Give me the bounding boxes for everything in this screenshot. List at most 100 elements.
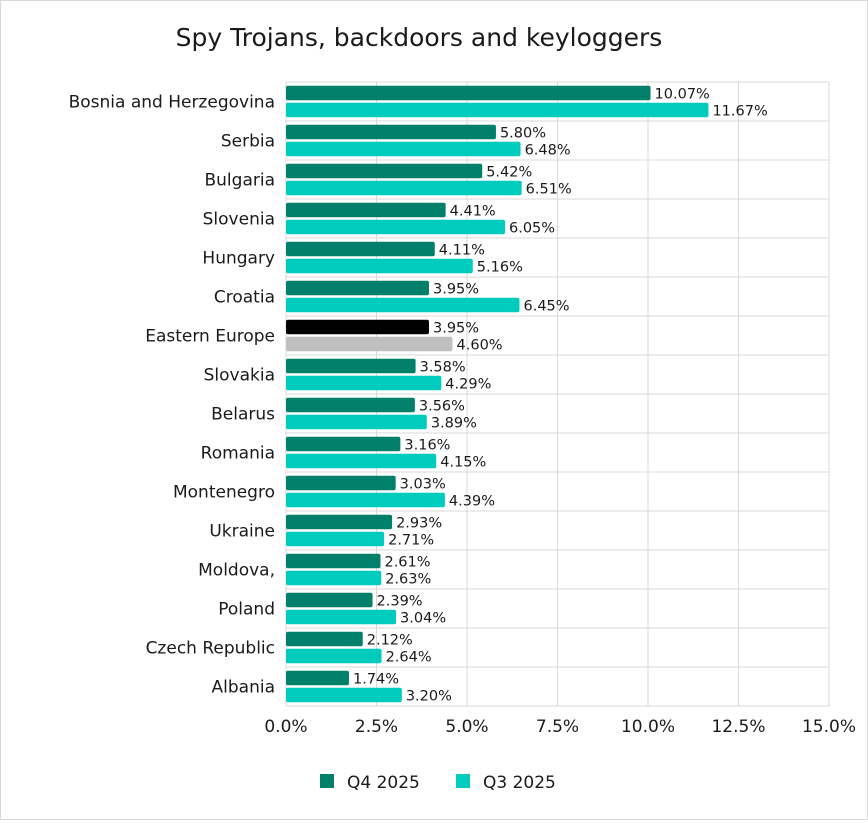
x-tick-label: 0.0%: [264, 717, 307, 737]
category-label: Poland: [218, 600, 275, 620]
category-label: Albania: [212, 678, 275, 698]
bar-q4: [286, 436, 401, 452]
category-label: Belarus: [211, 405, 275, 425]
category-label: Slovakia: [204, 366, 275, 386]
data-label: 3.16%: [404, 437, 450, 453]
data-label: 2.39%: [377, 593, 423, 609]
data-label: 4.11%: [439, 242, 485, 258]
bar-q3: [286, 141, 521, 157]
bar-q3: [286, 375, 442, 391]
category-label: Croatia: [214, 288, 275, 308]
legend-swatch-q3: [456, 774, 470, 788]
data-label: 2.12%: [367, 632, 413, 648]
legend: Q4 2025 Q3 2025: [320, 773, 556, 793]
bar-q3: [286, 219, 506, 235]
data-label: 5.42%: [486, 164, 532, 180]
data-label: 3.95%: [433, 281, 479, 297]
bar-q4: [286, 124, 496, 140]
bar-q4: [286, 241, 435, 257]
legend-label: Q3 2025: [483, 773, 556, 793]
value-labels: 10.07%11.67% 5.80%6.48% 5.42%6.51% 4.41% 6.0…: [353, 86, 768, 704]
category-label: Ukraine: [209, 522, 275, 542]
data-label: 2.63%: [385, 571, 431, 587]
data-label: 3.56%: [419, 398, 465, 414]
data-label: 4.60%: [457, 337, 503, 353]
bar-q3: [286, 297, 520, 313]
data-label: 6.45%: [523, 298, 569, 314]
data-label: 6.48%: [525, 142, 571, 158]
bar-q4: [286, 553, 381, 569]
category-label: Bulgaria: [205, 171, 276, 191]
category-label: Czech Republic: [146, 639, 275, 659]
data-label: 3.20%: [406, 688, 452, 704]
x-tick-label: 12.5%: [711, 717, 765, 737]
bar-q4: [286, 592, 373, 608]
data-label: 2.61%: [384, 554, 430, 570]
x-tick-label: 15.0%: [802, 717, 856, 737]
category-labels: Bosnia and Herzegovina Serbia Bulgaria Slov…: [69, 93, 276, 698]
category-label: Moldova,: [198, 561, 275, 581]
chart-title: Spy Trojans, backdoors and keyloggers: [176, 23, 663, 52]
bar-q3: [286, 336, 453, 352]
data-label: 2.93%: [396, 515, 442, 531]
legend-label: Q4 2025: [347, 773, 420, 793]
bar-q3: [286, 687, 402, 703]
bar-q3: [286, 531, 385, 547]
bar-q4: [286, 475, 396, 491]
data-label: 3.04%: [400, 610, 446, 626]
data-label: 2.64%: [386, 649, 432, 665]
bar-q3: [286, 492, 445, 508]
bar-q4: [286, 280, 429, 296]
category-label: Slovenia: [203, 210, 275, 230]
data-label: 3.89%: [431, 415, 477, 431]
bar-q4: [286, 163, 483, 179]
category-label: Montenegro: [173, 483, 275, 503]
data-label: 5.80%: [500, 125, 546, 141]
bar-q4: [286, 514, 393, 530]
category-label: Romania: [201, 444, 275, 464]
data-label: 4.39%: [449, 493, 495, 509]
data-label: 3.95%: [433, 320, 479, 336]
bar-q4: [286, 358, 416, 374]
x-tick-label: 7.5%: [536, 717, 579, 737]
data-label: 4.15%: [440, 454, 486, 470]
data-label: 5.16%: [477, 259, 523, 275]
bars: [286, 85, 709, 703]
gridlines: [285, 81, 830, 707]
category-label: Bosnia and Herzegovina: [69, 93, 275, 113]
x-tick-label: 2.5%: [355, 717, 398, 737]
data-label: 4.29%: [445, 376, 491, 392]
data-label: 4.41%: [450, 203, 496, 219]
data-label: 6.05%: [509, 220, 555, 236]
bar-q3: [286, 102, 709, 118]
bar-q4: [286, 319, 429, 335]
bar-q4: [286, 397, 415, 413]
x-tick-label: 5.0%: [445, 717, 488, 737]
data-label: 2.71%: [388, 532, 434, 548]
category-label: Hungary: [202, 249, 275, 269]
data-label: 11.67%: [712, 103, 767, 119]
x-axis-ticks: 0.0% 2.5% 5.0% 7.5% 10.0% 12.5% 15.0%: [264, 717, 856, 737]
bar-q3: [286, 258, 473, 274]
data-label: 1.74%: [353, 671, 399, 687]
category-label: Eastern Europe: [145, 327, 275, 347]
data-label: 6.51%: [526, 181, 572, 197]
bar-q4: [286, 670, 349, 686]
bar-q4: [286, 202, 446, 218]
x-tick-label: 10.0%: [621, 717, 675, 737]
category-label: Serbia: [221, 132, 275, 152]
legend-swatch-q4: [320, 774, 334, 788]
bar-q3: [286, 453, 437, 469]
bar-q4: [286, 631, 363, 647]
bar-q4: [286, 85, 651, 101]
bar-q3: [286, 414, 427, 430]
data-label: 10.07%: [655, 86, 710, 102]
data-label: 3.03%: [400, 476, 446, 492]
bar-q3: [286, 570, 382, 586]
data-label: 3.58%: [420, 359, 466, 375]
bar-q3: [286, 180, 522, 196]
bar-q3: [286, 609, 397, 625]
bar-q3: [286, 648, 382, 664]
